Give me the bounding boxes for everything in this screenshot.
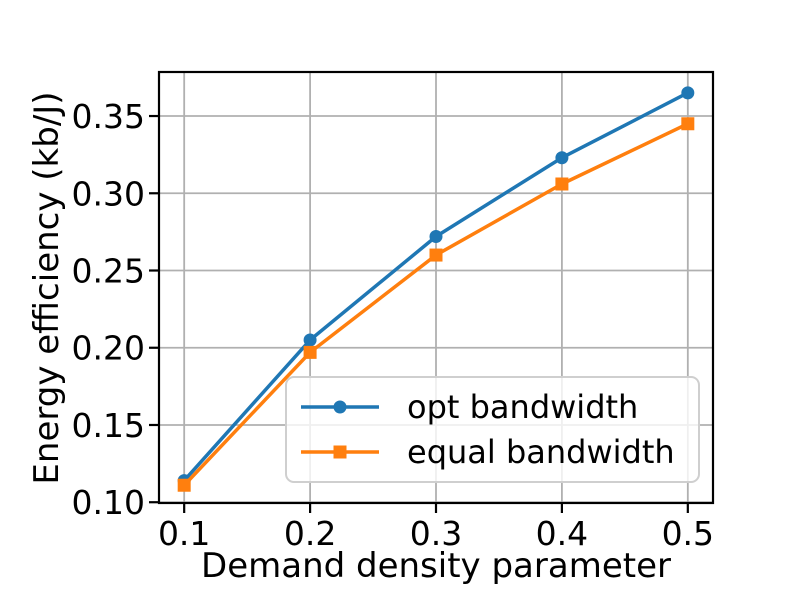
legend-label: opt bandwidth <box>407 388 639 426</box>
legend-label: equal bandwidth <box>407 433 675 471</box>
x-tick-label: 0.5 <box>662 514 714 553</box>
x-tick-label: 0.4 <box>536 514 588 553</box>
data-point-square-equal-bandwidth <box>303 345 317 359</box>
data-point-square-equal-bandwidth <box>681 117 695 131</box>
data-point-square-equal-bandwidth <box>555 177 569 191</box>
y-tick-label: 0.35 <box>72 97 145 136</box>
x-tick-label: 0.3 <box>410 514 462 553</box>
y-axis-label: Energy efficiency (kb/J) <box>27 91 67 485</box>
legend-sample-line-circle <box>301 400 379 414</box>
data-point-circle-opt-bandwidth <box>429 230 443 244</box>
data-point-circle-opt-bandwidth <box>681 86 695 100</box>
legend-item-equal-bandwidth: equal bandwidth <box>299 436 698 468</box>
y-tick-label: 0.10 <box>72 483 145 522</box>
legend-item-opt-bandwidth: opt bandwidth <box>299 391 698 423</box>
legend-circle-marker-icon <box>333 400 347 414</box>
x-axis-label: Demand density parameter <box>201 546 671 586</box>
y-tick-label: 0.15 <box>72 406 145 445</box>
legend-sample-line-square <box>301 445 379 459</box>
legend: opt bandwidth equal bandwidth <box>285 376 700 483</box>
data-point-circle-opt-bandwidth <box>303 333 317 347</box>
plot-border <box>157 70 715 505</box>
y-tick-label: 0.25 <box>72 252 145 291</box>
y-tick-label: 0.30 <box>72 174 145 213</box>
legend-square-marker-icon <box>333 445 347 459</box>
x-tick-label: 0.1 <box>158 514 210 553</box>
data-point-square-equal-bandwidth <box>429 248 443 262</box>
data-point-square-equal-bandwidth <box>177 478 191 492</box>
data-point-circle-opt-bandwidth <box>555 151 569 165</box>
x-tick-label: 0.2 <box>284 514 336 553</box>
y-tick-label: 0.20 <box>72 329 145 368</box>
